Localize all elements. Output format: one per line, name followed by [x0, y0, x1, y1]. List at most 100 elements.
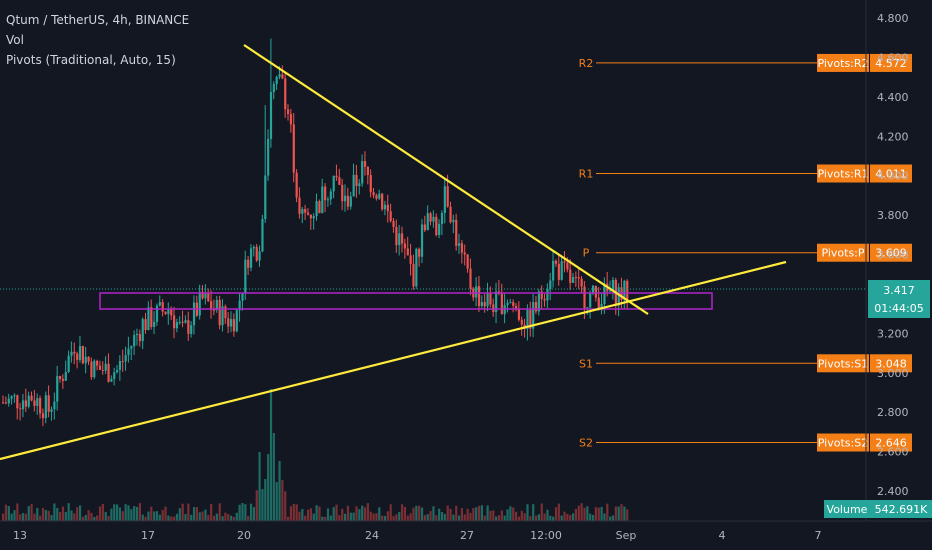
candle-body: [512, 302, 515, 306]
time-tick-label: 4: [719, 529, 726, 542]
support-zone-rectangle[interactable]: [99, 292, 713, 310]
volume-bar: [623, 506, 626, 521]
volume-bar: [255, 490, 258, 521]
candle-body: [594, 285, 597, 298]
volume-bar: [284, 491, 287, 521]
price-tick-label: 4.000: [877, 170, 909, 183]
candle-body: [389, 211, 392, 221]
candle-body: [298, 197, 301, 214]
pivot-name-badge: [817, 354, 869, 373]
ascending-trendline[interactable]: [0, 260, 787, 461]
volume-bar: [127, 505, 130, 521]
candle-body: [361, 161, 364, 184]
volume-bar: [201, 511, 204, 521]
time-tick-label: Sep: [616, 529, 637, 542]
candle-body: [586, 307, 589, 309]
candle-body: [138, 333, 141, 342]
volume-bar: [230, 515, 233, 521]
candle-body: [569, 269, 572, 283]
volume-bar: [170, 516, 173, 521]
candle-body: [398, 233, 401, 246]
volume-bar: [181, 503, 184, 521]
volume-bar: [403, 506, 407, 521]
chart-legend: Qtum / TetherUS, 4h, BINANCE Vol Pivots …: [6, 10, 189, 70]
candle-body: [4, 402, 8, 404]
pivot-level-label: R2: [579, 57, 594, 70]
time-tick-label: 27: [460, 529, 474, 542]
volume-bar: [138, 503, 141, 521]
symbol-title[interactable]: Qtum / TetherUS, 4h, BINANCE: [6, 13, 190, 27]
volume-bar: [64, 511, 67, 521]
volume-bar: [287, 516, 290, 521]
volume-bar: [466, 508, 469, 521]
volume-bar: [235, 512, 238, 521]
volume-bar: [207, 515, 210, 521]
candle-body: [81, 346, 84, 364]
candle-body: [98, 365, 102, 370]
candle-body: [215, 299, 218, 310]
time-tick-label: 20: [237, 529, 251, 542]
candle-body: [13, 395, 16, 397]
candle-body: [520, 319, 523, 325]
volume-bar: [301, 508, 304, 521]
volume-bar: [626, 509, 629, 521]
time-tick-label: 24: [365, 529, 379, 542]
volume-bar: [418, 505, 421, 521]
volume-bar: [341, 508, 344, 521]
candle-body: [76, 353, 79, 360]
volume-bar: [352, 512, 355, 521]
volume-bar: [483, 515, 486, 521]
volume-bar: [438, 508, 441, 521]
candle-body: [455, 219, 458, 246]
volume-bar: [212, 515, 216, 521]
volume-bar: [184, 514, 187, 521]
candle-body: [363, 161, 367, 167]
volume-bar: [107, 516, 110, 521]
candle-body: [258, 251, 261, 261]
volume-indicator-label[interactable]: Vol: [6, 33, 24, 47]
volume-bar: [589, 513, 592, 521]
volume-bar: [164, 506, 167, 521]
volume-bar: [124, 504, 127, 521]
volume-bar: [560, 515, 563, 521]
descending-trendline[interactable]: [243, 44, 649, 315]
volume-bar: [401, 504, 404, 521]
volume-bar: [227, 513, 230, 521]
volume-bar: [420, 507, 424, 521]
volume-bar: [272, 433, 275, 521]
pivot-name-badge: [817, 53, 869, 72]
volume-bar: [355, 506, 358, 521]
candle-body: [170, 308, 173, 316]
volume-bar: [292, 503, 295, 521]
volume-bar: [252, 507, 255, 521]
pivot-level-label: P: [583, 247, 590, 260]
drawing-overlays[interactable]: [0, 44, 866, 461]
volume-bar: [67, 503, 70, 521]
volume-bar: [312, 513, 315, 521]
price-tick-label: 3.600: [877, 249, 909, 262]
volume-bar: [526, 504, 529, 521]
candle-body: [87, 356, 90, 362]
candle-body: [212, 309, 216, 311]
candle-body: [418, 248, 421, 257]
candle-body: [121, 361, 124, 363]
volume-bar: [93, 516, 96, 521]
volume-bar: [477, 505, 481, 521]
volume-bar: [130, 509, 133, 521]
candle-body: [192, 302, 196, 326]
pivot-value-text: 4.011: [875, 167, 907, 180]
candle-body: [127, 348, 130, 356]
volume-bar: [198, 512, 201, 521]
pivot-value-text: 2.646: [875, 437, 907, 450]
volume-bar: [309, 508, 312, 521]
candle-body: [566, 262, 569, 270]
candle-body: [529, 309, 532, 329]
pivot-value-badge: [870, 354, 912, 373]
volume-bar: [47, 510, 50, 521]
volume-bar: [36, 507, 39, 521]
pivots-indicator-label[interactable]: Pivots (Traditional, Auto, 15): [6, 53, 176, 67]
volume-bar: [298, 511, 301, 521]
volume-bar: [153, 511, 156, 521]
